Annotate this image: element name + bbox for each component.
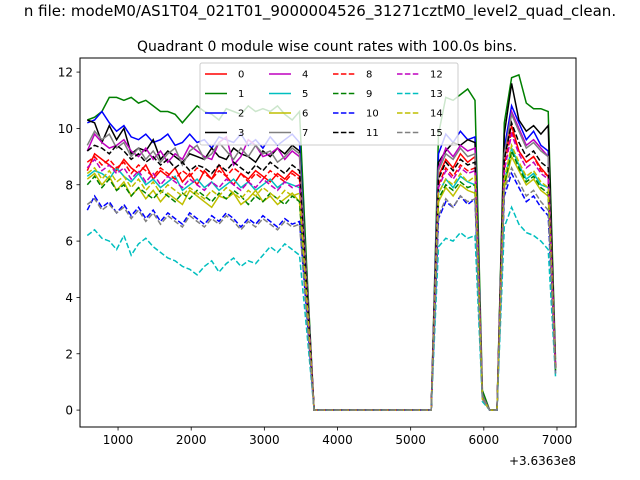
axes-frame — [79, 57, 577, 428]
series-line-11 — [86, 120, 557, 411]
series-line-13 — [86, 205, 557, 411]
series-line-0 — [86, 122, 557, 411]
x-tick-label: 1000 — [103, 433, 134, 447]
legend-label-7: 7 — [302, 128, 308, 139]
x-tick-label: 7000 — [542, 433, 573, 447]
legend-label-15: 15 — [430, 128, 443, 139]
legend-label-13: 13 — [430, 89, 443, 100]
series-line-7 — [86, 111, 557, 411]
y-tick-label: 0 — [65, 404, 73, 418]
legend-box — [199, 62, 459, 146]
series-line-12 — [86, 131, 557, 411]
x-tick-label: 4000 — [322, 433, 353, 447]
y-axis: 0 2 4 6 8 10 12 — [58, 66, 80, 418]
legend-label-1: 1 — [238, 89, 244, 100]
legend-label-12: 12 — [430, 70, 443, 81]
y-tick-label: 6 — [65, 235, 73, 249]
x-tick-label: 3000 — [249, 433, 280, 447]
legend-label-2: 2 — [238, 109, 244, 120]
series-line-15 — [86, 165, 557, 411]
x-tick-label: 2000 — [176, 433, 207, 447]
x-offset-label: +3.6363e8 — [509, 454, 576, 468]
legend-label-9: 9 — [366, 89, 372, 100]
y-tick-label: 12 — [58, 66, 73, 80]
y-tick-label: 4 — [65, 291, 73, 305]
x-tick-label: 5000 — [395, 433, 426, 447]
legend-label-10: 10 — [366, 109, 379, 120]
y-tick-label: 10 — [58, 122, 73, 136]
x-tick-label: 6000 — [469, 433, 500, 447]
legend-label-11: 11 — [366, 128, 379, 139]
chart-title: Quadrant 0 module wise count rates with … — [137, 39, 517, 55]
legend-label-6: 6 — [302, 109, 308, 120]
series-line-10 — [86, 171, 557, 411]
legend-label-14: 14 — [430, 109, 443, 120]
legend-label-8: 8 — [366, 70, 372, 81]
legend-label-3: 3 — [238, 128, 244, 139]
legend-label-4: 4 — [302, 70, 308, 81]
x-axis: 1000 2000 3000 4000 5000 6000 7000 — [103, 427, 572, 447]
chart-suptitle: n file: modeM0/AS1T04_021T01_9000004526_… — [24, 2, 616, 21]
y-tick-label: 8 — [65, 178, 73, 192]
plot-lines — [86, 73, 557, 411]
legend-label-5: 5 — [302, 89, 308, 100]
legend-label-0: 0 — [238, 70, 244, 81]
y-tick-label: 2 — [65, 347, 73, 361]
